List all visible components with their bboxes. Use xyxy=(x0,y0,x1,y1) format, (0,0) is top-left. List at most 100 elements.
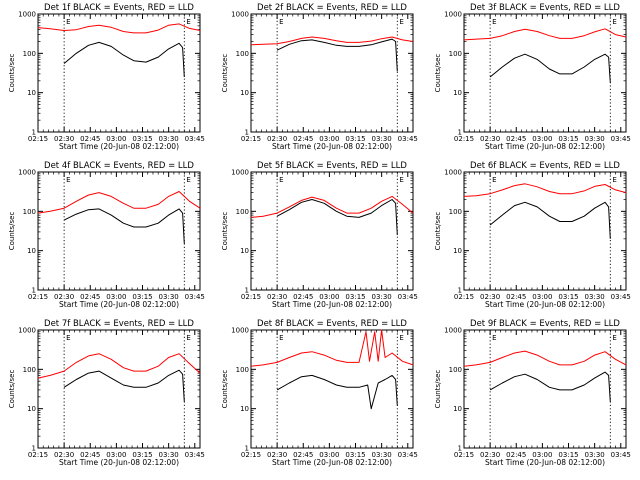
x-tick-label: 02:45 xyxy=(293,293,313,301)
y-tick-label: 10 xyxy=(453,247,462,255)
x-tick-label: 03:30 xyxy=(585,451,605,459)
x-axis-label: Start Time (20-Jun-08 02:12:00) xyxy=(272,142,392,151)
x-tick-label: 03:15 xyxy=(345,293,365,301)
x-tick-label: 03:15 xyxy=(345,451,365,459)
y-tick-label: 1 xyxy=(245,445,249,453)
x-axis-label: Start Time (20-Jun-08 02:12:00) xyxy=(59,300,179,309)
x-tick-label: 03:00 xyxy=(532,293,552,301)
y-tick-label: 100 xyxy=(449,208,462,216)
y-axis-label: Counts/sec xyxy=(434,212,442,251)
y-tick-label: 100 xyxy=(236,208,249,216)
panel-det-5f: Det 5f BLACK = Events, RED = LLD E E 1 10 100… xyxy=(221,161,418,309)
x-tick-label: 03:00 xyxy=(319,135,339,143)
series-line-lld xyxy=(250,329,414,367)
x-tick-label: 02:15 xyxy=(454,293,474,301)
panel-det-3f: Det 3f BLACK = Events, RED = LLD E E 1 10 100… xyxy=(434,3,631,151)
eclipse-marker: E xyxy=(279,334,283,342)
eclipse-marker: E xyxy=(612,18,616,26)
x-axis-label: Start Time (20-Jun-08 02:12:00) xyxy=(272,458,392,467)
series-line-events xyxy=(276,199,398,236)
series-line-lld xyxy=(463,183,627,197)
y-tick-label: 1000 xyxy=(18,327,36,335)
y-tick-label: 1000 xyxy=(231,327,249,335)
y-tick-label: 1000 xyxy=(231,11,249,19)
series-line-events xyxy=(489,53,611,83)
x-tick-label: 03:30 xyxy=(159,451,179,459)
eclipse-marker: E xyxy=(66,176,70,184)
eclipse-marker: E xyxy=(612,176,616,184)
x-tick-label: 03:45 xyxy=(611,293,631,301)
y-tick-label: 1 xyxy=(245,129,249,137)
eclipse-marker: E xyxy=(612,334,616,342)
series-line-lld xyxy=(37,353,201,379)
plot-frame xyxy=(250,329,414,449)
y-tick-label: 1000 xyxy=(18,11,36,19)
eclipse-marker: E xyxy=(186,18,190,26)
x-tick-label: 02:30 xyxy=(267,293,287,301)
x-tick-label: 03:00 xyxy=(106,135,126,143)
plot-frame xyxy=(37,329,201,449)
eclipse-marker: E xyxy=(399,18,403,26)
series-line-events xyxy=(63,208,185,244)
plot-frame xyxy=(463,13,627,133)
x-tick-label: 02:30 xyxy=(54,451,74,459)
eclipse-marker: E xyxy=(492,18,496,26)
y-axis-label: Counts/sec xyxy=(8,54,16,93)
y-tick-label: 10 xyxy=(240,89,249,97)
series-line-events xyxy=(276,38,398,72)
eclipse-marker: E xyxy=(279,18,283,26)
panel-det-2f: Det 2f BLACK = Events, RED = LLD E E 1 10 100… xyxy=(221,3,418,151)
panel-title: Det 8f BLACK = Events, RED = LLD xyxy=(257,319,407,329)
y-tick-label: 100 xyxy=(236,50,249,58)
plot-frame xyxy=(37,171,201,291)
x-tick-label: 03:30 xyxy=(159,135,179,143)
y-axis-label: Counts/sec xyxy=(221,212,229,251)
x-tick-label: 02:30 xyxy=(267,451,287,459)
eclipse-marker: E xyxy=(492,334,496,342)
panel-title: Det 1f BLACK = Events, RED = LLD xyxy=(44,3,194,13)
series-line-events xyxy=(489,371,611,402)
x-tick-label: 03:00 xyxy=(106,293,126,301)
y-axis-label: Counts/sec xyxy=(8,370,16,409)
x-axis-label: Start Time (20-Jun-08 02:12:00) xyxy=(485,458,605,467)
x-tick-label: 03:30 xyxy=(372,451,392,459)
series-line-lld xyxy=(250,36,414,46)
panel-det-8f: Det 8f BLACK = Events, RED = LLD E E 1 10 100… xyxy=(221,319,418,467)
y-tick-label: 100 xyxy=(449,50,462,58)
x-tick-label: 02:30 xyxy=(54,293,74,301)
x-tick-label: 02:45 xyxy=(506,451,526,459)
series-line-events xyxy=(276,374,398,410)
series-line-events xyxy=(63,41,185,78)
y-axis-label: Counts/sec xyxy=(221,370,229,409)
x-tick-label: 02:45 xyxy=(293,451,313,459)
y-tick-label: 10 xyxy=(453,89,462,97)
y-tick-label: 1000 xyxy=(444,327,462,335)
panel-title: Det 5f BLACK = Events, RED = LLD xyxy=(257,161,407,171)
y-tick-label: 1 xyxy=(32,445,36,453)
panel-title: Det 2f BLACK = Events, RED = LLD xyxy=(257,3,407,13)
y-tick-label: 1 xyxy=(32,287,36,295)
x-axis-label: Start Time (20-Jun-08 02:12:00) xyxy=(485,300,605,309)
x-tick-label: 03:30 xyxy=(372,293,392,301)
y-axis-label: Counts/sec xyxy=(434,54,442,93)
x-tick-label: 03:45 xyxy=(185,293,205,301)
y-tick-label: 100 xyxy=(23,208,36,216)
y-tick-label: 1 xyxy=(458,445,462,453)
x-tick-label: 02:45 xyxy=(80,451,100,459)
y-axis-label: Counts/sec xyxy=(221,54,229,93)
x-tick-label: 03:00 xyxy=(106,451,126,459)
x-tick-label: 03:45 xyxy=(185,135,205,143)
series-line-lld xyxy=(463,350,627,367)
x-tick-label: 03:30 xyxy=(585,293,605,301)
y-tick-label: 1 xyxy=(458,287,462,295)
series-line-lld xyxy=(37,191,201,214)
panel-det-4f: Det 4f BLACK = Events, RED = LLD E E 1 10 100… xyxy=(8,161,205,309)
x-tick-label: 02:15 xyxy=(28,135,48,143)
x-tick-label: 03:45 xyxy=(398,135,418,143)
y-tick-label: 1000 xyxy=(231,169,249,177)
x-tick-label: 03:30 xyxy=(159,293,179,301)
x-tick-label: 02:30 xyxy=(480,135,500,143)
x-tick-label: 03:15 xyxy=(558,293,578,301)
series-line-lld xyxy=(463,28,627,41)
eclipse-marker: E xyxy=(66,334,70,342)
